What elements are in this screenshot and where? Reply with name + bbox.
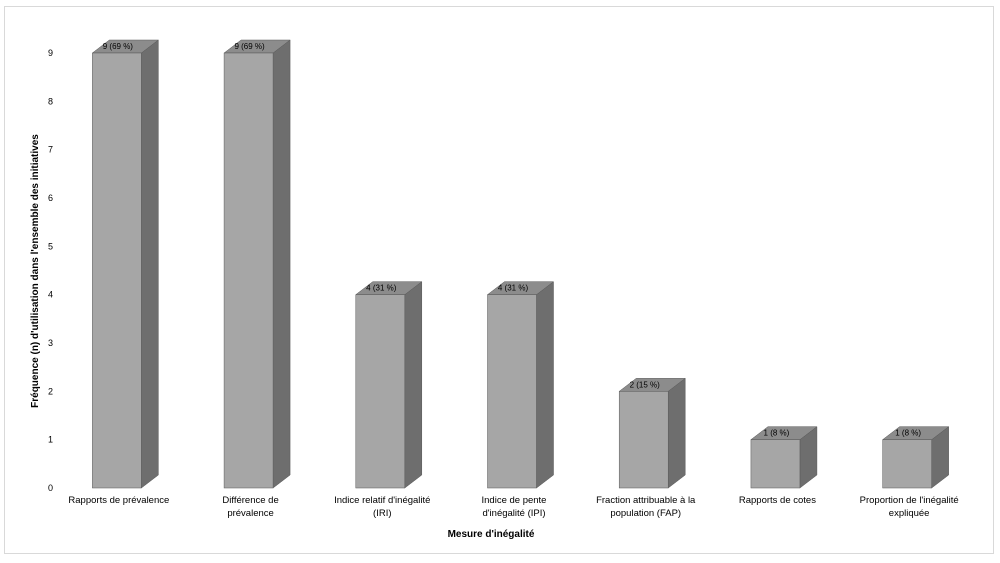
data-label: 4 (31 %): [498, 284, 529, 293]
y-tick-label: 2: [48, 386, 53, 396]
y-tick-label: 8: [48, 96, 53, 106]
data-label: 9 (69 %): [234, 42, 265, 51]
bar-side: [404, 281, 423, 489]
y-tick-label: 7: [48, 145, 53, 155]
bar-2: 9 (69 %): [223, 39, 291, 489]
chart-frame: 0 1 2 3 4 5 6 7 8 9 9 (69 %) 9 (69 %) 4 (31 %) 4 (31…: [4, 6, 994, 554]
x-tick-label: Rapports de prévalence: [68, 495, 169, 506]
y-axis-title: Fréquence (n) d'utilisation dans l'ensem…: [30, 134, 41, 408]
bar-5: 2 (15 %): [618, 377, 686, 489]
bar-side: [667, 377, 686, 489]
x-tick-label: Rapports de cotes: [739, 495, 816, 506]
y-tick-label: 6: [48, 193, 53, 203]
bar-1: 9 (69 %): [91, 39, 160, 489]
y-tick-label: 1: [48, 435, 53, 445]
bar-front: [487, 294, 537, 489]
bars: 9 (69 %) 9 (69 %) 4 (31 %) 4 (31 %) 2 (15 %)…: [91, 39, 950, 489]
x-tick-label: Fraction attribuable à la population (FAP…: [596, 495, 696, 519]
bar-front: [92, 52, 142, 489]
y-tick-label: 9: [48, 48, 53, 58]
y-axis: 0 1 2 3 4 5 6 7 8 9: [48, 48, 53, 493]
bar-side: [272, 39, 291, 489]
y-tick-label: 3: [48, 338, 53, 348]
bar-4: 4 (31 %): [486, 281, 555, 489]
bar-front: [618, 391, 669, 489]
bar-side: [536, 281, 554, 489]
x-axis: Rapports de prévalence Différence de préva…: [68, 495, 958, 519]
data-label: 1 (8 %): [764, 429, 790, 438]
x-tick-label: Indice de pente d'inégalité (IPI): [482, 495, 547, 519]
bar-7: 1 (8 %): [881, 426, 950, 489]
bar-3: 4 (31 %): [355, 281, 423, 489]
bar-front: [223, 52, 274, 489]
bar-6: 1 (8 %): [750, 426, 818, 489]
bar-front: [882, 439, 932, 489]
bar-front: [355, 294, 406, 489]
y-tick-label: 5: [48, 241, 53, 251]
bar-chart: 0 1 2 3 4 5 6 7 8 9 9 (69 %) 9 (69 %) 4 (31 %) 4 (31…: [30, 39, 959, 540]
x-tick-label: Indice relatif d'inégalité (IRI): [334, 495, 430, 519]
y-tick-label: 0: [48, 483, 53, 493]
data-label: 2 (15 %): [630, 380, 661, 389]
bar-side: [141, 39, 159, 489]
x-tick-label: Proportion de l'inégalité expliquée: [860, 495, 959, 519]
data-label: 4 (31 %): [366, 284, 397, 293]
bar-front: [750, 439, 801, 489]
y-tick-label: 4: [48, 290, 53, 300]
data-label: 9 (69 %): [103, 42, 134, 51]
data-label: 1 (8 %): [895, 429, 921, 438]
x-tick-label: Différence de prévalence: [222, 495, 278, 519]
x-axis-title: Mesure d'inégalité: [448, 529, 535, 540]
